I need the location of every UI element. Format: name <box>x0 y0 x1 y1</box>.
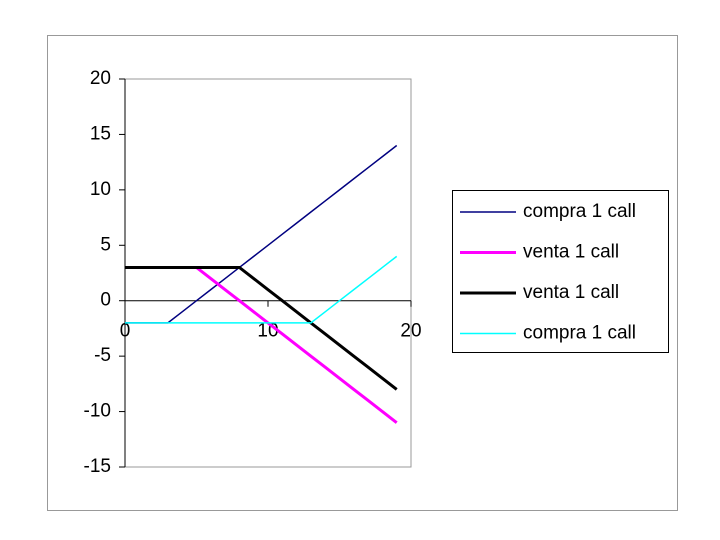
x-tick-label: 20 <box>400 321 421 342</box>
y-tick-label: 20 <box>90 68 111 89</box>
legend-label: venta 1 call <box>523 282 619 303</box>
y-tick-label: -15 <box>84 456 111 477</box>
y-tick-label: 15 <box>90 123 111 144</box>
y-tick-label: 10 <box>90 179 111 200</box>
series-line <box>125 265 398 391</box>
legend-label: compra 1 call <box>523 323 636 344</box>
series-line <box>125 255 398 324</box>
y-tick-label: -10 <box>84 401 111 422</box>
y-tick-label: -5 <box>94 345 111 366</box>
legend-label: venta 1 call <box>523 242 619 263</box>
x-tick-label: 0 <box>120 321 131 342</box>
series-line <box>125 144 398 324</box>
y-tick-label: 5 <box>100 234 111 255</box>
legend-label: compra 1 call <box>523 201 636 222</box>
legend-box <box>452 190 669 353</box>
y-tick-label: 0 <box>100 290 111 311</box>
